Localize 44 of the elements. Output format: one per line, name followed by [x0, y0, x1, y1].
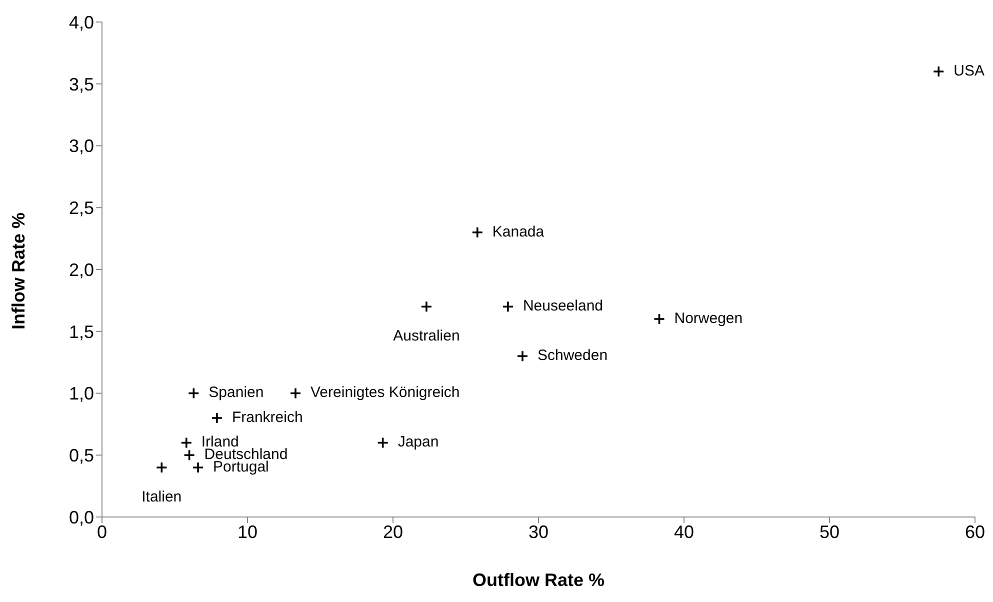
annotation: Schweden — [537, 347, 608, 364]
annotation: Vereinigtes Königreich — [310, 384, 460, 402]
point — [471, 226, 484, 238]
annotation: Norwegen — [674, 310, 743, 327]
x-axis-title: Outflow Rate % — [472, 570, 605, 590]
point — [183, 449, 196, 462]
point — [156, 462, 168, 474]
point — [420, 300, 432, 313]
annotation: Japan — [398, 434, 439, 451]
point — [653, 313, 666, 325]
annotation: Australien — [393, 328, 460, 345]
x-tick-label: 30 — [528, 522, 549, 542]
point — [211, 412, 223, 424]
x-tick-label: 20 — [382, 522, 404, 542]
annotation: Kanada — [492, 223, 545, 240]
annotation: USA — [954, 62, 984, 80]
y-tick-label: 0,0 — [68, 507, 94, 528]
x-tick-label: 60 — [964, 522, 986, 542]
y-axis-title: Inflow Rate % — [8, 212, 28, 330]
annotation: Portugal — [213, 458, 269, 476]
point — [516, 350, 528, 362]
x-tick-label: 0 — [96, 522, 108, 542]
point — [188, 387, 200, 400]
point — [932, 66, 945, 78]
annotation: Italien — [142, 488, 182, 506]
annotation: Neuseeland — [522, 298, 604, 315]
y-tick-label: 3,0 — [68, 136, 94, 156]
y-tick-label: 0,5 — [68, 446, 94, 466]
annotation: Spanien — [208, 384, 264, 402]
point — [192, 462, 204, 474]
point — [502, 300, 514, 313]
x-tick-label: 50 — [819, 522, 840, 542]
y-tick-label: 2,5 — [68, 198, 94, 218]
y-tick-label: 1,5 — [68, 322, 94, 342]
y-tick-label: 1,0 — [68, 384, 94, 404]
y-tick-label: 3,5 — [68, 74, 94, 94]
x-tick-label: 10 — [237, 522, 258, 542]
y-tick-label: 2,0 — [68, 260, 94, 280]
point — [376, 436, 389, 449]
x-tick-label: 40 — [674, 522, 694, 542]
annotation: Frankreich — [232, 408, 303, 426]
point — [180, 436, 192, 449]
y-tick-label: 4,0 — [68, 12, 94, 32]
point — [290, 387, 302, 400]
